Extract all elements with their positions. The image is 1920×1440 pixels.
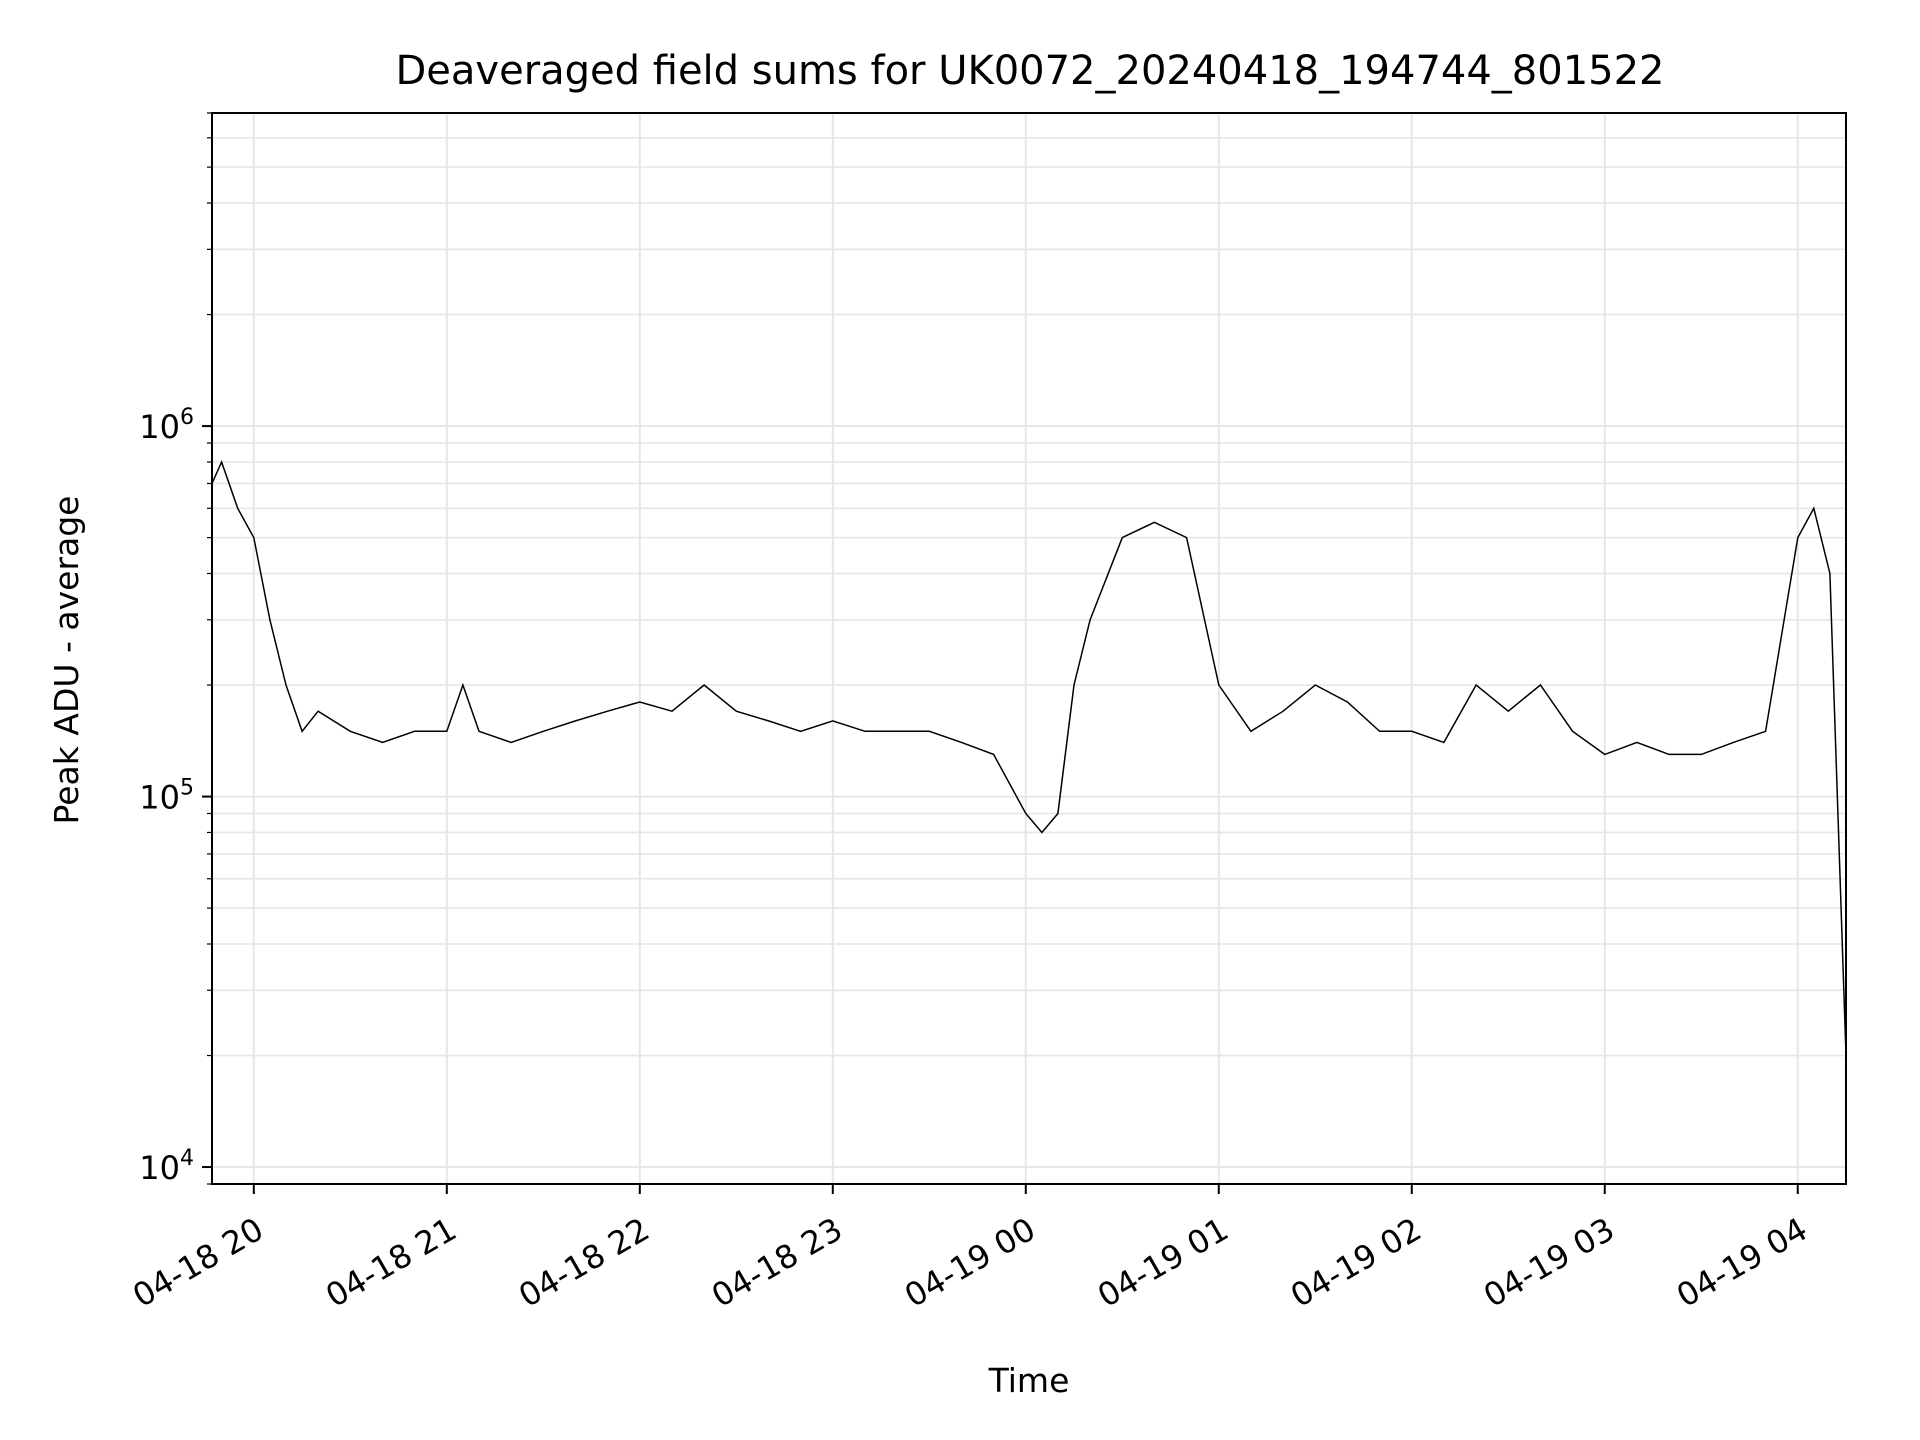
y-tick-label-base: 10 [139,1149,180,1187]
grid [212,112,1846,1185]
x-axis-label: Time [988,1361,1070,1400]
y-tick-label: 104 [139,1146,194,1187]
y-tick-label-base: 10 [139,408,180,446]
y-tick-label-exponent: 5 [180,776,194,801]
y-tick-label-base: 10 [139,779,180,817]
y-tick-label: 105 [139,776,194,817]
chart-title: Deaveraged field sums for UK0072_2024041… [395,48,1664,94]
series-line [211,459,1847,1056]
y-axis-label: Peak ADU - average [47,496,86,825]
y-tick-label-exponent: 4 [180,1146,194,1171]
y-tick-label: 106 [139,405,194,446]
series-line-0 [211,459,1847,1056]
plot-frame [211,112,1847,1185]
y-tick-label-exponent: 6 [180,405,194,430]
